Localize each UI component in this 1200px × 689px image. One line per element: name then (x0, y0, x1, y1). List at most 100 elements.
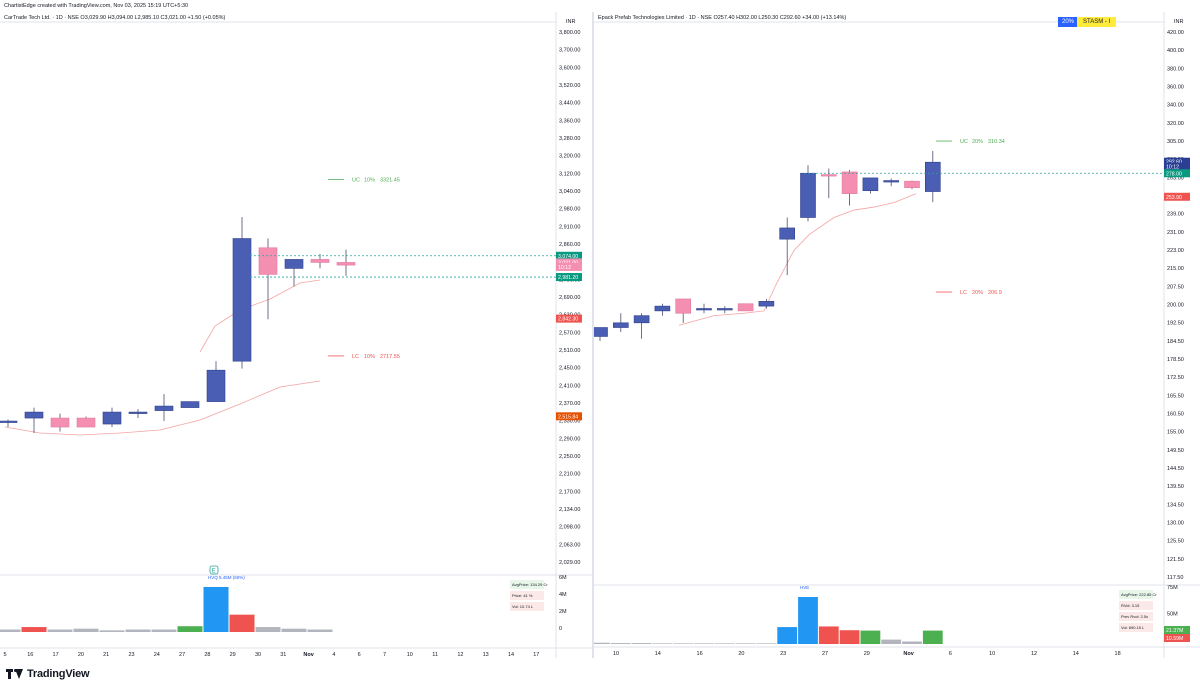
volume-bar (125, 629, 151, 632)
y-tick-label: 3,800.00 (559, 30, 580, 36)
y-tick-label: 2,410.00 (559, 383, 580, 389)
y-tick-label: 2,134.00 (559, 507, 580, 513)
lc-label: LC (960, 290, 967, 296)
left-chart-canvas[interactable]: INR 3,800.00 3,700.00 3,600.00 3,520.00 3,440… (0, 12, 592, 658)
x-tick-label: Nov (903, 651, 914, 657)
y-tick-label: 121.50 (1167, 557, 1184, 563)
price-tag-label: 2,842.30 (558, 317, 578, 323)
candle-body (654, 305, 671, 312)
x-tick-label: 23 (128, 652, 134, 658)
stage-badge: STASM - I (1077, 17, 1117, 27)
y-tick-label: 160.50 (1167, 412, 1184, 418)
y-tick-label: 231.00 (1167, 230, 1184, 236)
candle-body (862, 177, 879, 191)
earnings-marker-icon (209, 565, 219, 575)
lc-pct: 20% (972, 290, 983, 296)
x-tick-label: 29 (230, 652, 236, 658)
candle-body (594, 327, 608, 337)
left-chart-pane[interactable]: INR 3,800.00 3,700.00 3,600.00 3,520.00 3,440… (0, 12, 592, 658)
y-tick-label: 3,200.00 (559, 154, 580, 160)
x-tick-label: 10 (613, 651, 619, 657)
y-tick-label: 2,250.00 (559, 454, 580, 460)
candle-body (128, 411, 148, 414)
y-tick-label: 3,600.00 (559, 65, 580, 71)
y-tick-label: 3,700.00 (559, 48, 580, 54)
x-tick-label: 6 (358, 652, 361, 658)
candle-body (76, 417, 96, 428)
volume-bar (73, 628, 99, 632)
volume-bar (203, 587, 229, 632)
volume-bar (881, 639, 902, 644)
candle-body (883, 180, 900, 183)
volume-tick-label: 0 (559, 626, 562, 632)
volume-bar (756, 643, 777, 644)
y-tick-label: 2,980.00 (559, 207, 580, 213)
volume-bar (652, 643, 673, 644)
x-tick-label: 12 (1031, 651, 1037, 657)
right-chart-canvas[interactable]: INR 420.00 400.00 380.00 360.00 340.00 320.00 3… (594, 12, 1200, 658)
x-tick-label: 31 (280, 652, 286, 658)
lc-label: LC (352, 354, 359, 360)
x-tick-label: 17 (533, 652, 539, 658)
volume-bar (594, 642, 610, 644)
stats-text: Vol: 690.15 L (1121, 625, 1145, 630)
uc-value: 310.34 (988, 139, 1005, 145)
x-tick-label: 4 (332, 652, 335, 658)
x-tick-label: 17 (53, 652, 59, 658)
y-tick-label: 3,040.00 (559, 189, 580, 195)
y-tick-label: 2,290.00 (559, 436, 580, 442)
y-tick-label: 340.00 (1167, 103, 1184, 109)
volume-bar (777, 627, 798, 644)
x-tick-label: 13 (483, 652, 489, 658)
volume-bar (902, 641, 922, 644)
y-tick-label: 165.50 (1167, 393, 1184, 399)
y-tick-label: 2,510.00 (559, 348, 580, 354)
price-tag-label: 10:12 (1166, 165, 1179, 171)
lc-value: 206.9 (988, 290, 1002, 296)
y-tick-label: 117.50 (1167, 575, 1183, 581)
x-tick-label: 29 (864, 651, 870, 657)
y-tick-label: 134.50 (1167, 502, 1184, 508)
volume-bar (47, 629, 73, 632)
chart-header: ChartistEdge created with TradingView.co… (0, 0, 1200, 12)
y-tick-label: 184.50 (1167, 339, 1184, 345)
y-tick-label: 200.00 (1167, 303, 1184, 309)
uc-label: UC (960, 139, 968, 145)
x-tick-label: 10 (407, 652, 413, 658)
x-tick-label: 14 (1073, 651, 1079, 657)
y-tick-label: 3,280.00 (559, 136, 580, 142)
left-symbol-title: CarTrade Tech Ltd. · 1D · NSE O3,029.90 … (4, 15, 226, 21)
candle-body (779, 227, 795, 240)
price-tag (556, 314, 582, 323)
stats-cell (510, 591, 544, 600)
y-tick-label: 2,210.00 (559, 472, 580, 478)
volume-bar (860, 630, 881, 644)
y-tick-label: 223.00 (1167, 248, 1184, 254)
price-tag-label: 2,515.84 (558, 414, 578, 420)
candle-body (310, 259, 330, 263)
stats-cell (510, 602, 544, 611)
candle-body (0, 420, 18, 423)
price-tag-label: 2,981.20 (558, 275, 578, 281)
x-tick-label: 28 (204, 652, 210, 658)
y-tick-label: 320.00 (1167, 121, 1184, 127)
volume-bar (177, 626, 203, 632)
price-tag (556, 273, 582, 282)
volume-peak-label: HVE (800, 585, 809, 590)
right-chart-pane[interactable]: INR 420.00 400.00 380.00 360.00 340.00 320.00 3… (594, 12, 1200, 658)
price-tag (1164, 162, 1190, 171)
pane-divider[interactable] (592, 12, 594, 658)
volume-tick-label: 2M (559, 609, 567, 615)
currency-label: INR (1174, 19, 1184, 25)
stats-text: AvgPrice: 134.29 Cr (512, 582, 548, 587)
volume-bar (255, 627, 281, 632)
moving-average-line (199, 279, 321, 353)
uc-label: UC (352, 178, 360, 184)
tradingview-logo[interactable]: TradingView (6, 668, 90, 680)
y-tick-label: 2,570.00 (559, 330, 580, 336)
y-tick-label: 3,520.00 (559, 83, 580, 89)
stats-text: Prev Rvol: 2.5x (1121, 614, 1148, 619)
y-tick-label: 130.00 (1167, 521, 1184, 527)
uc-pct: 10% (364, 178, 375, 184)
price-tag (556, 412, 582, 421)
